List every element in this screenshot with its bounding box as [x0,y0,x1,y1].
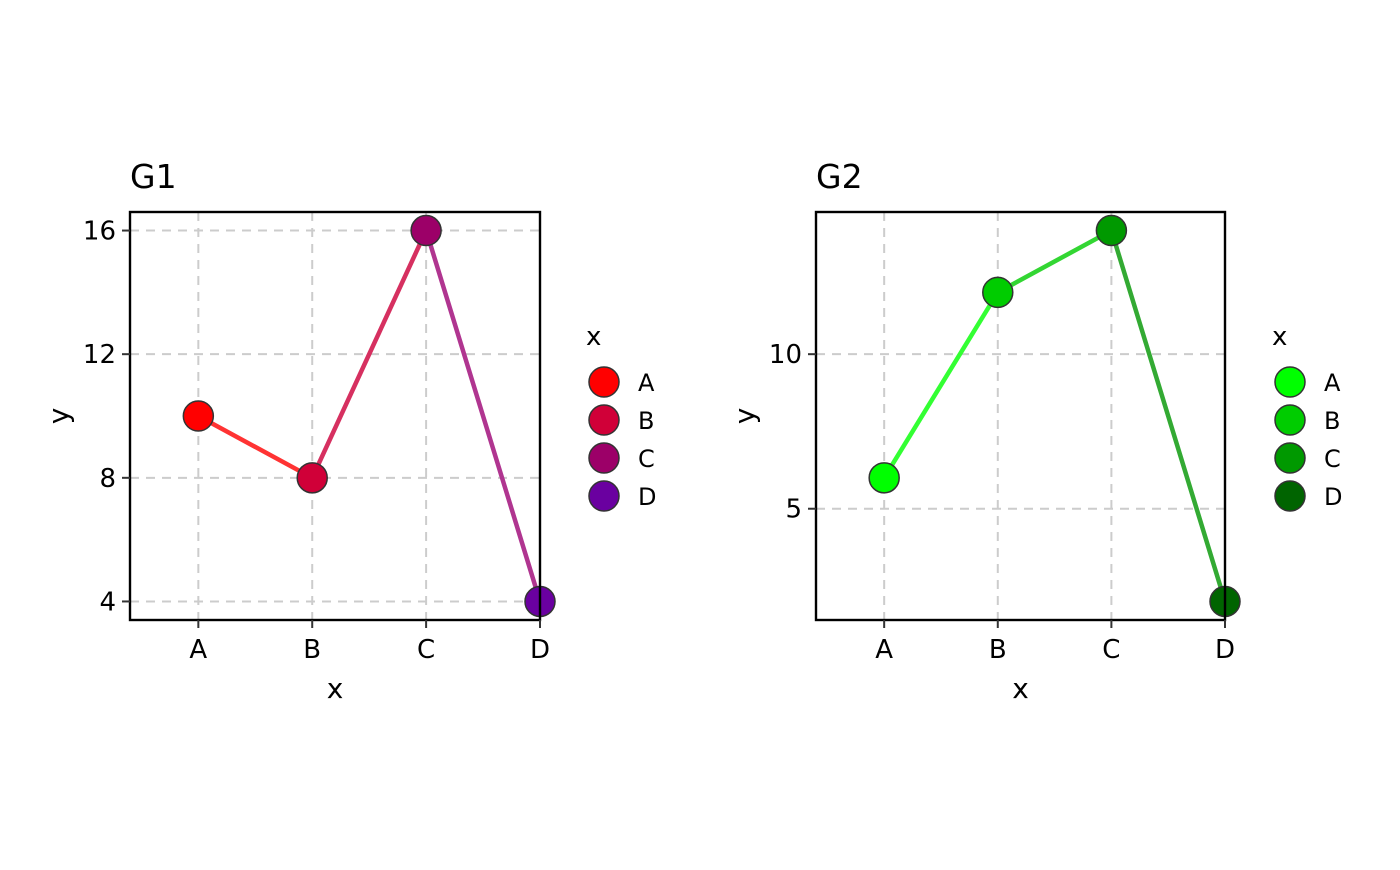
y-tick-label: 8 [99,464,116,494]
legend-key [1274,404,1306,436]
x-tick-label: C [1102,635,1120,665]
y-tick-label: 4 [99,587,116,617]
legend-label: B [638,407,654,435]
legend-label: C [1324,445,1341,473]
legend-label: D [638,483,656,511]
data-point [868,462,900,494]
legend-title: x [1272,322,1287,352]
series-line-segment [423,228,543,604]
legend-label: B [1324,407,1340,435]
x-axis-title: x [1012,672,1029,705]
series-line-segment [196,413,315,481]
legend-key [1274,480,1306,512]
x-tick-label: D [1215,635,1235,665]
legend-label: C [638,445,655,473]
legend-title: x [586,322,601,352]
legend-key [588,442,620,474]
series-line-segment [1109,228,1228,604]
x-tick-label: B [303,635,321,665]
series-line-segment [995,228,1114,295]
legend-key [1274,366,1306,398]
y-tick-label: 16 [83,217,116,247]
x-tick-label: B [989,635,1007,665]
panel-title: G2 [816,157,863,196]
y-tick-label: 12 [83,340,116,370]
x-tick-label: C [417,635,435,665]
x-tick-label: A [875,635,893,665]
legend-label: D [1324,483,1342,511]
y-tick-label: 10 [769,340,802,370]
plot-frame [814,210,1227,622]
plot-frame [128,210,542,622]
legend-label: A [638,369,655,397]
y-axis-title: y [728,408,761,425]
panel-title: G1 [130,157,177,196]
x-tick-label: D [530,635,550,665]
series-line-segment [309,228,429,481]
data-point [296,462,328,494]
data-point [982,276,1014,309]
legend-key [588,404,620,436]
legend-key [588,366,620,398]
legend-key [1274,442,1306,474]
legend-label: A [1324,369,1341,397]
data-point [1095,214,1128,247]
legend-key [588,480,620,512]
data-point [410,214,442,247]
series-line-segment [881,290,1001,481]
y-tick-label: 5 [785,495,802,525]
data-point [182,400,215,432]
y-axis-title: y [42,408,75,425]
x-axis-title: x [327,672,344,705]
x-tick-label: A [189,635,207,665]
